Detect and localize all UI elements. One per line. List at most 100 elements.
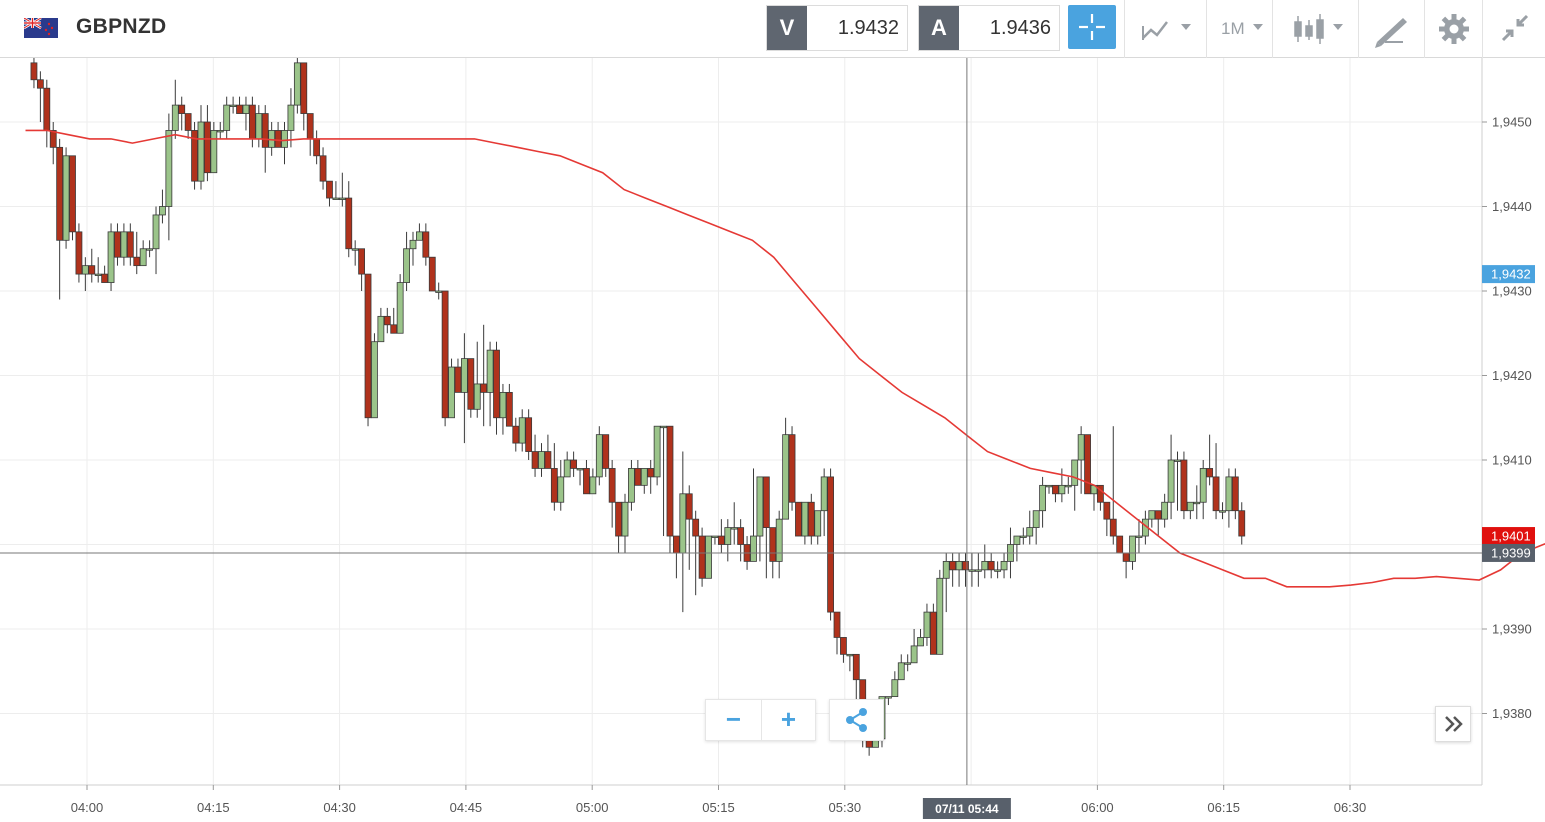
crosshair-button[interactable] [1068,5,1116,49]
candle-body [248,104,256,140]
candle-body [525,417,533,452]
candle-body [1186,501,1194,512]
candle-body [486,349,494,393]
candle [146,240,153,258]
candle-body [197,121,205,182]
candle [371,333,378,419]
candle-body [531,451,539,469]
settings-button[interactable] [1424,0,1482,58]
zoom-in-button[interactable]: + [780,704,797,734]
candle [595,426,603,486]
candle-body [403,248,410,283]
scroll-to-latest-button[interactable] [1435,706,1471,742]
candle-body [133,256,141,267]
candle-body [1219,510,1226,513]
candle [615,501,622,553]
candle-body [36,79,44,89]
timeframe-button[interactable]: 1M [1206,0,1272,58]
candle [36,71,44,122]
candle-body [814,510,822,537]
candle [724,519,732,562]
candle [974,552,982,587]
candle [1135,519,1143,553]
time-tick-label: 05:00 [576,800,609,815]
candle [820,468,828,537]
candle [139,240,147,267]
candle [152,206,160,275]
candle-body [428,256,436,292]
candle-body [974,569,982,572]
candlestick-type-button[interactable] [1272,0,1358,58]
candle-body [454,366,462,393]
candle-body [968,569,976,572]
candle-body [88,265,96,275]
candle-body [351,248,359,251]
candle-body [1097,484,1104,503]
candle-body [300,62,308,114]
candle [814,510,822,545]
candle-body [994,569,1002,572]
candle [448,358,455,419]
candle [338,172,346,207]
candle [955,552,963,587]
candle [1097,484,1104,511]
candle [505,383,513,427]
candle [43,79,51,148]
drawing-tools-button[interactable] [1358,0,1424,58]
candle [583,460,590,495]
candle-body [1238,510,1246,537]
candle [486,341,494,427]
candle-body [717,535,725,545]
candle-body [827,476,834,613]
candle [75,223,83,283]
candle-body [788,434,796,503]
buy-price-button[interactable]: A 1.9436 [918,5,1060,51]
candle-body [441,290,449,419]
candle [467,358,475,418]
candle-body [62,155,70,241]
candle [428,256,436,292]
candle-body [628,468,635,503]
collapse-button[interactable] [1482,0,1545,58]
candle-body [1167,459,1175,503]
candle [1238,502,1246,545]
chart-type-button[interactable] [1124,0,1206,58]
collapse-icon [1501,14,1529,42]
candle [178,96,186,131]
candle-body [1161,501,1169,520]
candle [1122,552,1130,579]
candle [480,324,488,427]
candle [750,468,757,562]
candle-body [319,155,327,182]
candle-body [737,527,745,545]
candle-body [782,434,790,520]
price-chart[interactable]: 1,9450 1,9440 1,9430 1,9420 1,9410 1,9390 1,93… [0,58,1545,822]
candle-body [846,653,854,657]
chart-type-icon [1142,21,1191,40]
candle [949,552,957,587]
candle [1154,510,1162,537]
candle-body [929,611,937,655]
candle [56,138,64,300]
candle-body [338,197,346,200]
price-axis: 1,9450 1,9440 1,9430 1,9420 1,9410 1,9390 1,93… [1482,115,1535,721]
drawing-tools-icon [1375,18,1407,48]
candle [197,105,205,190]
time-tick-label: 05:30 [829,800,862,815]
candle-body [987,560,995,571]
candle [351,240,359,266]
sell-price-button[interactable]: V 1.9432 [766,5,908,51]
candle [531,434,539,477]
candle-body [698,535,706,579]
candle-body [705,535,712,579]
candle [1103,501,1111,537]
candle-body [1064,484,1072,488]
zoom-out-button[interactable]: − [706,700,762,740]
candle-body [775,518,783,562]
candle [525,409,533,460]
share-button[interactable] [829,699,884,741]
candle-body [1180,459,1188,512]
candle [88,248,96,283]
instrument-symbol: GBPNZD [76,15,167,38]
candle [236,96,243,114]
